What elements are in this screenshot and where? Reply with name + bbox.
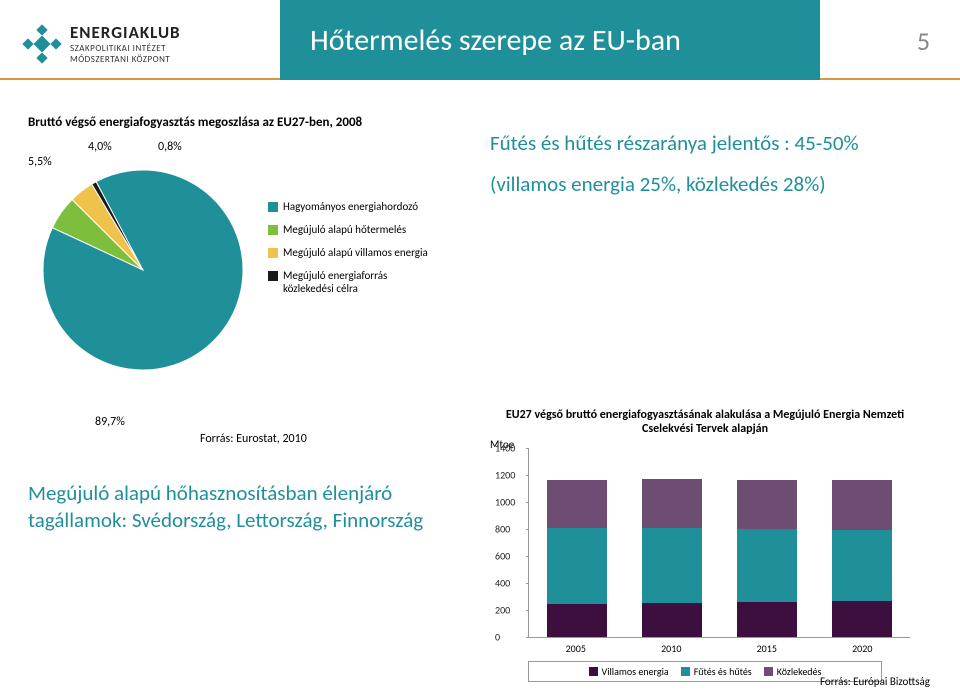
bar-segment (547, 528, 607, 604)
bar-segment (642, 603, 702, 637)
right-line1: Fűtés és hűtés részaránya jelentős : 45-… (490, 130, 910, 157)
legend-swatch (268, 271, 278, 281)
bar-ytick: 1400 (495, 442, 515, 455)
bar-legend-swatch (681, 667, 690, 676)
bar-segment (642, 528, 702, 603)
bar-xtick: 2015 (757, 642, 777, 655)
bar-segment (547, 480, 607, 529)
legend-label: Megújuló alapú villamos energia (283, 246, 428, 259)
pie-source: Forrás: Eurostat, 2010 (200, 432, 307, 446)
bar-chart: EU27 végső bruttó energiafogyasztásának … (470, 408, 940, 688)
bar-xtick: 2010 (661, 642, 681, 655)
bar-xtick: 2005 (566, 642, 586, 655)
bar-segment (547, 604, 607, 637)
legend-label: Hagyományos energiahordozó (283, 200, 418, 213)
pie-svg (38, 165, 248, 375)
bar-column (642, 479, 702, 637)
bar-source: Forrás: Európai Bizottság (820, 675, 930, 688)
pct-label-08: 0,8% (158, 140, 182, 154)
bar-legend-item: Fűtés és hűtés (681, 665, 752, 678)
bar-ygrid (526, 556, 529, 557)
brand-sub2: MÓDSZERTANI KÖZPONT (70, 54, 181, 65)
bar-segment (642, 479, 702, 528)
bar-ytick: 800 (495, 523, 510, 536)
legend-label: Megújuló alapú hőtermelés (283, 223, 406, 236)
bar-ytick: 200 (495, 604, 510, 617)
legend-label: Megújuló energiaforrás közlekedési célra (283, 269, 438, 295)
pie-title: Bruttó végső energiafogyasztás megoszlás… (28, 115, 362, 130)
bar-ygrid (526, 610, 529, 611)
bar-ygrid (526, 448, 529, 449)
bar-xticks: 2005 2010 2015 2020 (528, 642, 910, 655)
bar-segment (737, 529, 797, 602)
bar-column (737, 480, 797, 637)
bar-ygrid (526, 637, 529, 638)
pie-legend-item: Megújuló energiaforrás közlekedési célra (268, 269, 438, 295)
brand-name: ENERGIAKLUB (70, 22, 181, 43)
right-text: Fűtés és hűtés részaránya jelentős : 45-… (490, 130, 910, 213)
title-block: Hőtermelés szerepe az EU-ban (280, 0, 820, 80)
pie-legend-item: Hagyományos energiahordozó (268, 200, 438, 213)
page-title: Hőtermelés szerepe az EU-ban (310, 22, 681, 59)
bars-container (529, 448, 910, 637)
logo: ENERGIAKLUB SZAKPOLITIKAI INTÉZET MÓDSZE… (22, 22, 181, 65)
bar-segment (737, 602, 797, 637)
pct-label-897: 89,7% (95, 415, 125, 429)
bar-legend-swatch (589, 667, 598, 676)
bar-ytick: 400 (495, 577, 510, 590)
bar-ytick: 0 (495, 631, 500, 644)
bar-legend-swatch (764, 667, 773, 676)
legend-swatch (268, 202, 278, 212)
bar-legend-item: Közlekedés (764, 665, 822, 678)
pct-label-40: 4,0% (88, 140, 112, 154)
page-number: 5 (917, 25, 930, 57)
bar-ygrid (526, 583, 529, 584)
bar-segment (832, 530, 892, 601)
bar-column (547, 480, 607, 637)
bar-segment (832, 601, 892, 637)
legend-swatch (268, 225, 278, 235)
bar-ygrid (526, 475, 529, 476)
right-line2: (villamos energia 25%, közlekedés 28%) (490, 171, 910, 198)
bar-ygrid (526, 502, 529, 503)
bar-column (832, 480, 892, 637)
bar-segment (737, 480, 797, 530)
bar-legend-item: Villamos energia (589, 665, 669, 678)
pie-chart: 5,5% 4,0% 0,8% Hagyományos energiahordoz… (28, 140, 438, 420)
bar-ytick: 1200 (495, 469, 515, 482)
bar-ytick: 600 (495, 550, 510, 563)
bar-plot: 0200400600800100012001400 (528, 448, 910, 638)
logo-icon (22, 24, 62, 64)
pie-legend: Hagyományos energiahordozó Megújuló alapú… (268, 190, 438, 305)
bar-ygrid (526, 529, 529, 530)
bottom-left-text: Megújuló alapú hőhasznosításban élenjáró… (28, 480, 428, 535)
bar-segment (832, 480, 892, 530)
pie-legend-item: Megújuló alapú hőtermelés (268, 223, 438, 236)
bar-title: EU27 végső bruttó energiafogyasztásának … (470, 408, 940, 436)
bar-ytick: 1000 (495, 496, 515, 509)
bar-xtick: 2020 (852, 642, 872, 655)
brand-sub1: SZAKPOLITIKAI INTÉZET (70, 43, 181, 54)
legend-swatch (268, 248, 278, 258)
pie-legend-item: Megújuló alapú villamos energia (268, 246, 438, 259)
header: ENERGIAKLUB SZAKPOLITIKAI INTÉZET MÓDSZE… (0, 0, 960, 80)
